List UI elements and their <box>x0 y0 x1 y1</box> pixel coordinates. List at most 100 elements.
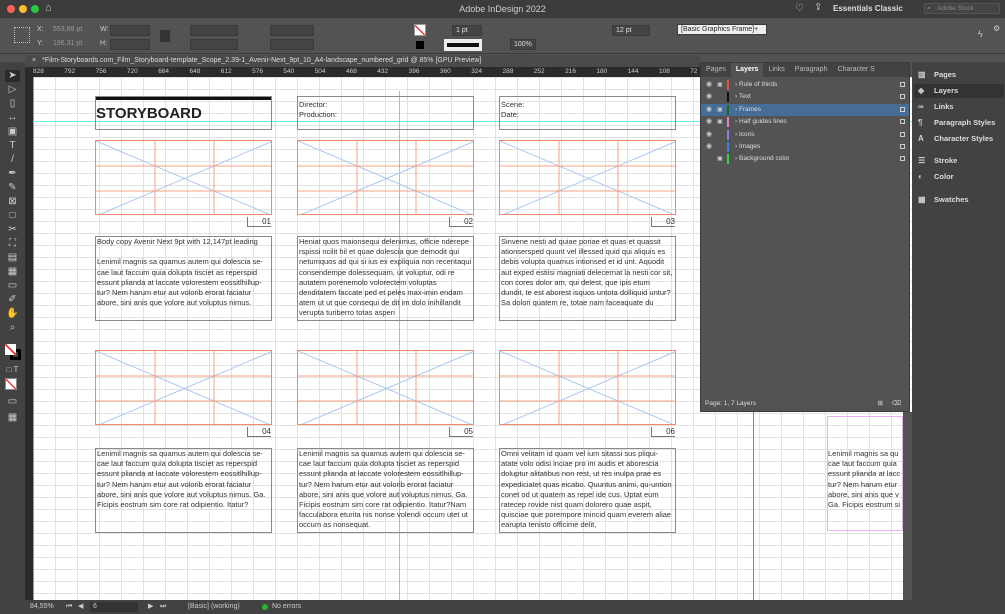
fill-stroke-icon[interactable] <box>5 344 16 355</box>
dock-item-color[interactable]: ◐ Color <box>914 170 1004 184</box>
layer-row[interactable]: ◉ › Images <box>701 141 909 153</box>
layer-target-icon[interactable] <box>900 144 905 149</box>
image-frame[interactable] <box>297 140 474 215</box>
layer-row[interactable]: ◉ ▣ › Rule of thirds <box>701 79 909 91</box>
shear-field[interactable] <box>270 39 314 50</box>
dock-item-layers[interactable]: ◈ Layers <box>914 84 1004 98</box>
scissors-tool-icon[interactable]: ✂ <box>8 224 17 235</box>
document-tab[interactable]: × *Film-Storyboards.com_Film_Storyboard-t… <box>25 55 700 67</box>
type-tool-icon[interactable]: T <box>9 140 16 151</box>
apply-none-icon[interactable] <box>5 378 17 390</box>
gradient-feather-tool-icon[interactable]: ▦ <box>7 266 18 277</box>
title-box[interactable]: STORYBOARD <box>95 96 272 130</box>
workspace-switcher[interactable]: Essentials Classic <box>833 4 903 13</box>
object-style-select[interactable]: [Basic Graphics Frame]+ <box>677 24 767 35</box>
x-field[interactable]: 553,89 pt <box>53 26 83 33</box>
close-window-button[interactable] <box>7 5 15 13</box>
rectangle-tool-icon[interactable]: □ <box>9 210 16 221</box>
layer-target-icon[interactable] <box>900 82 905 87</box>
page-tool-icon[interactable]: ▯ <box>9 98 16 109</box>
expand-chevron-icon[interactable]: › <box>735 155 739 163</box>
opacity-field[interactable]: 100% <box>510 39 536 50</box>
canvas-scrollbar[interactable] <box>903 412 912 600</box>
expand-chevron-icon[interactable]: › <box>735 93 739 101</box>
width-field[interactable] <box>110 25 150 36</box>
eye-icon[interactable]: ◉ <box>706 118 713 126</box>
page-number-field[interactable]: 6 <box>90 602 138 612</box>
lightbulb-icon[interactable]: ♡ <box>795 3 804 14</box>
share-icon[interactable]: ⇪ <box>814 2 823 13</box>
pen-tool-icon[interactable]: ✒ <box>8 168 17 179</box>
rotation-field[interactable] <box>270 25 314 36</box>
layer-target-icon[interactable] <box>900 119 905 125</box>
expand-chevron-icon[interactable]: › <box>735 105 739 113</box>
panel-description[interactable]: Omni velitam id quam vel ium sitassi sus… <box>499 448 676 533</box>
eye-icon[interactable]: ◉ <box>706 81 713 88</box>
selection-tool-icon[interactable]: ➤ <box>5 70 20 82</box>
layer-row[interactable]: ◉ › Icons <box>701 129 909 141</box>
dock-item-character-styles[interactable]: A Character Styles <box>914 132 1004 146</box>
eye-icon[interactable]: ◉ <box>706 105 713 113</box>
expand-chevron-icon[interactable]: › <box>735 143 739 150</box>
panel-tab-layers[interactable]: Layers <box>730 63 764 77</box>
image-frame[interactable] <box>95 350 272 425</box>
expand-chevron-icon[interactable]: › <box>735 130 739 138</box>
panel-tab-links[interactable]: Links <box>768 66 785 73</box>
stroke-swatch[interactable] <box>414 39 426 51</box>
new-layer-icon[interactable]: ⊞ <box>877 400 883 407</box>
lock-icon[interactable]: ▣ <box>717 156 723 163</box>
minimize-window-button[interactable] <box>19 5 27 13</box>
dock-item-paragraph-styles[interactable]: ¶ Paragraph Styles <box>914 116 1004 130</box>
panel-description[interactable]: Lenimil magnis sa quamus autem qui doles… <box>95 448 272 533</box>
zoom-window-button[interactable] <box>31 5 39 13</box>
pencil-tool-icon[interactable]: ✎ <box>8 182 17 193</box>
free-transform-tool-icon[interactable]: ⛶ <box>9 238 16 249</box>
gear-icon[interactable]: ⚙ <box>993 24 1001 33</box>
content-collector-icon[interactable]: ▣ <box>7 126 18 137</box>
eyedropper-tool-icon[interactable]: ✐ <box>8 294 17 305</box>
first-page-button[interactable]: ⏮ <box>66 603 73 610</box>
layer-target-icon[interactable] <box>900 131 905 137</box>
lock-icon[interactable]: ▣ <box>717 119 723 126</box>
eye-icon[interactable]: ◉ <box>706 143 713 150</box>
screen-mode-icon[interactable]: ▭ <box>7 396 18 407</box>
lock-icon[interactable]: ▣ <box>717 82 723 88</box>
layer-target-icon[interactable] <box>900 94 905 100</box>
previous-page-button[interactable]: ◀ <box>78 603 84 610</box>
director-box[interactable]: Director: Production: <box>297 96 474 130</box>
last-page-button[interactable]: ⏭ <box>160 603 167 610</box>
rectangle-frame-tool-icon[interactable]: ⊠ <box>8 196 17 207</box>
image-frame[interactable] <box>95 140 272 215</box>
stroke-weight-field[interactable]: 1 pt <box>452 25 482 36</box>
direct-selection-tool-icon[interactable]: ▷ <box>8 84 17 95</box>
constrain-proportions-icon[interactable] <box>160 30 170 42</box>
dock-item-pages[interactable]: ▥ Pages <box>914 68 1004 82</box>
zoom-tool-icon[interactable]: ⌕ <box>9 322 16 333</box>
formatting-container-icon[interactable]: □ T <box>6 365 19 374</box>
expand-chevron-icon[interactable]: › <box>735 81 739 88</box>
expand-chevron-icon[interactable]: › <box>735 118 739 126</box>
image-frame[interactable] <box>297 350 474 425</box>
panel-tab-pages[interactable]: Pages <box>706 66 726 73</box>
panel-tab-character-s[interactable]: Character S <box>837 66 875 73</box>
eye-icon[interactable]: ◉ <box>706 93 713 101</box>
preflight-errors[interactable]: No errors <box>272 603 302 610</box>
close-tab-icon[interactable]: × <box>32 57 37 64</box>
next-page-button[interactable]: ▶ <box>148 603 154 610</box>
stroke-type-select[interactable] <box>444 39 482 51</box>
image-frame[interactable] <box>499 140 676 215</box>
gap-tool-icon[interactable]: ↔ <box>7 112 18 123</box>
eye-icon[interactable]: ◉ <box>706 130 713 138</box>
line-tool-icon[interactable]: / <box>11 154 14 165</box>
panel-description[interactable]: Lenimil magnis sa quamus autem qui doles… <box>297 448 474 533</box>
layer-row[interactable]: ◉ ▣ › Half guides lines <box>701 116 909 128</box>
layer-target-icon[interactable] <box>900 106 905 112</box>
scene-box[interactable]: Scene: Date: <box>499 96 676 130</box>
hand-tool-icon[interactable]: ✋ <box>6 308 19 319</box>
gap-field[interactable]: 12 pt <box>612 25 650 36</box>
lightning-icon[interactable]: ϟ <box>978 29 983 39</box>
gradient-swatch-tool-icon[interactable]: ▤ <box>7 252 18 263</box>
view-options-icon[interactable]: ▦ <box>7 412 18 423</box>
fill-swatch[interactable] <box>414 24 426 36</box>
trash-icon[interactable]: ⌫ <box>891 400 901 407</box>
